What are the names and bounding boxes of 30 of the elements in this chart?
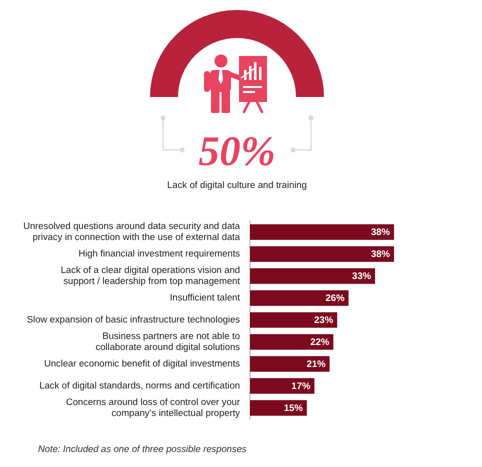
data-label: 33% bbox=[352, 271, 372, 282]
bar bbox=[250, 268, 376, 284]
y-tick-label: High financial investment requirements bbox=[78, 248, 240, 259]
data-label: 21% bbox=[306, 359, 326, 370]
data-label: 38% bbox=[370, 227, 391, 238]
y-tick-label: Unclear economic benefit of digital investments bbox=[44, 358, 240, 369]
bar bbox=[250, 378, 314, 394]
data-label: 26% bbox=[326, 293, 346, 304]
data-label: 38% bbox=[370, 249, 391, 260]
bar bbox=[250, 224, 394, 240]
text: Lack of digital culture and training bbox=[166, 179, 308, 191]
data-label: 17% bbox=[291, 381, 311, 392]
text: 50% bbox=[198, 129, 276, 175]
bar bbox=[250, 312, 338, 328]
y-tick-label: Business partners are not able to collaborate around digital solutions bbox=[96, 330, 240, 352]
y-tick-label: Insufficient talent bbox=[170, 292, 240, 303]
text: Note: Included as one of three possible responses bbox=[38, 443, 246, 455]
y-tick-label: Lack of a clear digital operations vision and support / leadership from top management bbox=[60, 264, 240, 286]
data-label: 15% bbox=[284, 403, 304, 414]
bar bbox=[250, 246, 394, 262]
bar bbox=[250, 356, 330, 372]
bar bbox=[250, 334, 334, 350]
y-tick-label: Slow expansion of basic infrastructure technologies bbox=[26, 314, 240, 325]
bar bbox=[250, 400, 307, 416]
data-label: 22% bbox=[310, 337, 330, 348]
y-tick-label: Unresolved questions around data security and data privacy in connection with the use of external data bbox=[23, 220, 241, 242]
y-tick-label: Lack of digital standards, norms and certification bbox=[39, 380, 240, 391]
data-label: 23% bbox=[314, 315, 334, 326]
y-tick-label: Concerns around loss of control over your company’s intellectual property bbox=[66, 396, 240, 418]
bar bbox=[250, 290, 349, 306]
